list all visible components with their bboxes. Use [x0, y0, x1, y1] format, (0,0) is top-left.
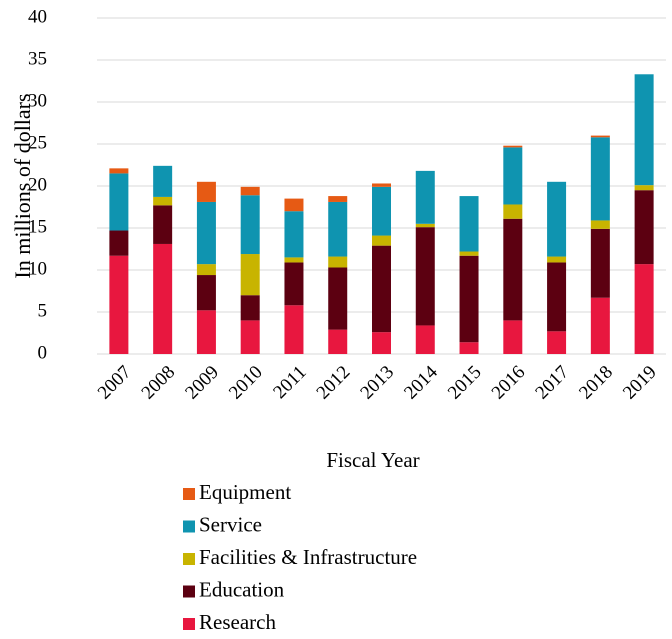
bar-segment	[503, 218, 523, 321]
bar-segment	[240, 254, 260, 296]
x-tick-label: 2016	[488, 362, 530, 404]
legend-label: Service	[199, 512, 262, 536]
bar-segment	[590, 135, 610, 138]
bar-segment	[459, 251, 479, 256]
x-tick-label: 2014	[400, 361, 442, 403]
bar-segment	[372, 332, 391, 354]
bar-segment	[634, 264, 654, 354]
y-tick-label: 5	[38, 300, 48, 321]
legend-swatch	[183, 618, 195, 630]
y-tick-label: 10	[28, 258, 47, 279]
bar-segment	[109, 255, 129, 354]
bar-segment	[153, 196, 173, 206]
bar-segment	[109, 230, 129, 256]
x-tick-label: 2008	[138, 362, 180, 404]
bar-segment	[547, 181, 567, 257]
y-tick-label: 0	[38, 342, 48, 363]
bar-segment	[153, 205, 173, 244]
bar-segment	[634, 190, 654, 265]
bar-segment	[240, 320, 260, 354]
bar-segment	[196, 275, 216, 311]
x-tick-label: 2013	[356, 362, 398, 404]
bar-segment	[240, 195, 260, 255]
bar-segment	[503, 145, 523, 148]
bar-segment	[284, 257, 304, 263]
x-tick-label: 2012	[313, 362, 355, 404]
bar-segment	[196, 310, 216, 354]
x-tick-label: 2017	[531, 362, 573, 404]
x-tick-label: 2019	[619, 362, 661, 404]
x-tick-label: 2010	[225, 362, 267, 404]
bar-segment	[547, 331, 567, 354]
bar-segment	[153, 243, 173, 354]
bar-segment	[590, 228, 610, 298]
bar-segment	[328, 196, 348, 202]
bar-segment	[328, 329, 348, 354]
y-tick-label: 40	[28, 6, 47, 27]
bar-segment	[634, 74, 654, 186]
legend-swatch	[183, 488, 195, 500]
bar-segment	[153, 165, 173, 197]
bar-segment	[328, 201, 348, 257]
bar-segment	[196, 181, 216, 202]
bar-segment	[284, 211, 304, 258]
legend-label: Research	[199, 610, 276, 634]
bar-segment	[459, 196, 479, 252]
bar-segment	[547, 256, 567, 263]
bar-segment	[196, 201, 216, 265]
bar-segment	[109, 173, 129, 231]
bar-segment	[372, 245, 391, 333]
x-tick-label: 2007	[94, 362, 136, 404]
y-tick-label: 15	[28, 216, 47, 237]
y-tick-label: 35	[28, 48, 47, 69]
bar-segment	[415, 325, 435, 354]
bar-segment	[328, 267, 348, 330]
legend-swatch	[183, 520, 195, 533]
x-tick-label: 2015	[444, 362, 486, 404]
legend-label: Facilities & Infrastructure	[199, 545, 417, 569]
bar-segment	[196, 264, 216, 276]
bar-segment	[503, 320, 523, 354]
bar-segment	[415, 227, 435, 326]
bar-segment	[109, 168, 129, 174]
bar-segment	[372, 235, 391, 246]
bar-segment	[459, 255, 479, 343]
bar-segment	[415, 223, 435, 228]
bar-segment	[415, 170, 435, 224]
bar-segment	[547, 262, 567, 332]
legend-label: Education	[199, 577, 285, 601]
bar-segment	[240, 295, 260, 321]
x-tick-label: 2011	[269, 362, 310, 403]
y-tick-label: 20	[28, 174, 47, 195]
x-tick-label: 2009	[181, 362, 223, 404]
bar-segment	[590, 297, 610, 354]
bar-segment	[634, 185, 654, 191]
y-tick-label: 30	[28, 90, 47, 111]
bar-segment	[372, 186, 391, 236]
bar-segment	[240, 186, 260, 196]
bar-segment	[503, 204, 523, 219]
bar-segment	[590, 137, 610, 221]
x-tick-label: 2018	[575, 362, 617, 404]
bar-segment	[459, 342, 479, 354]
legend-label: Equipment	[199, 480, 291, 504]
x-axis-title: Fiscal Year	[326, 448, 419, 472]
legend-swatch	[183, 553, 195, 565]
legend-swatch	[183, 585, 195, 598]
bar-segment	[590, 220, 610, 229]
y-axis-title: In millions of dollars	[10, 93, 35, 278]
bar-segment	[284, 198, 304, 212]
y-tick-label: 25	[28, 132, 47, 153]
bar-segment	[372, 183, 391, 187]
bar-segment	[284, 262, 304, 306]
bar-segment	[328, 256, 348, 268]
bar-segment	[284, 305, 304, 354]
bar-segment	[503, 147, 523, 205]
